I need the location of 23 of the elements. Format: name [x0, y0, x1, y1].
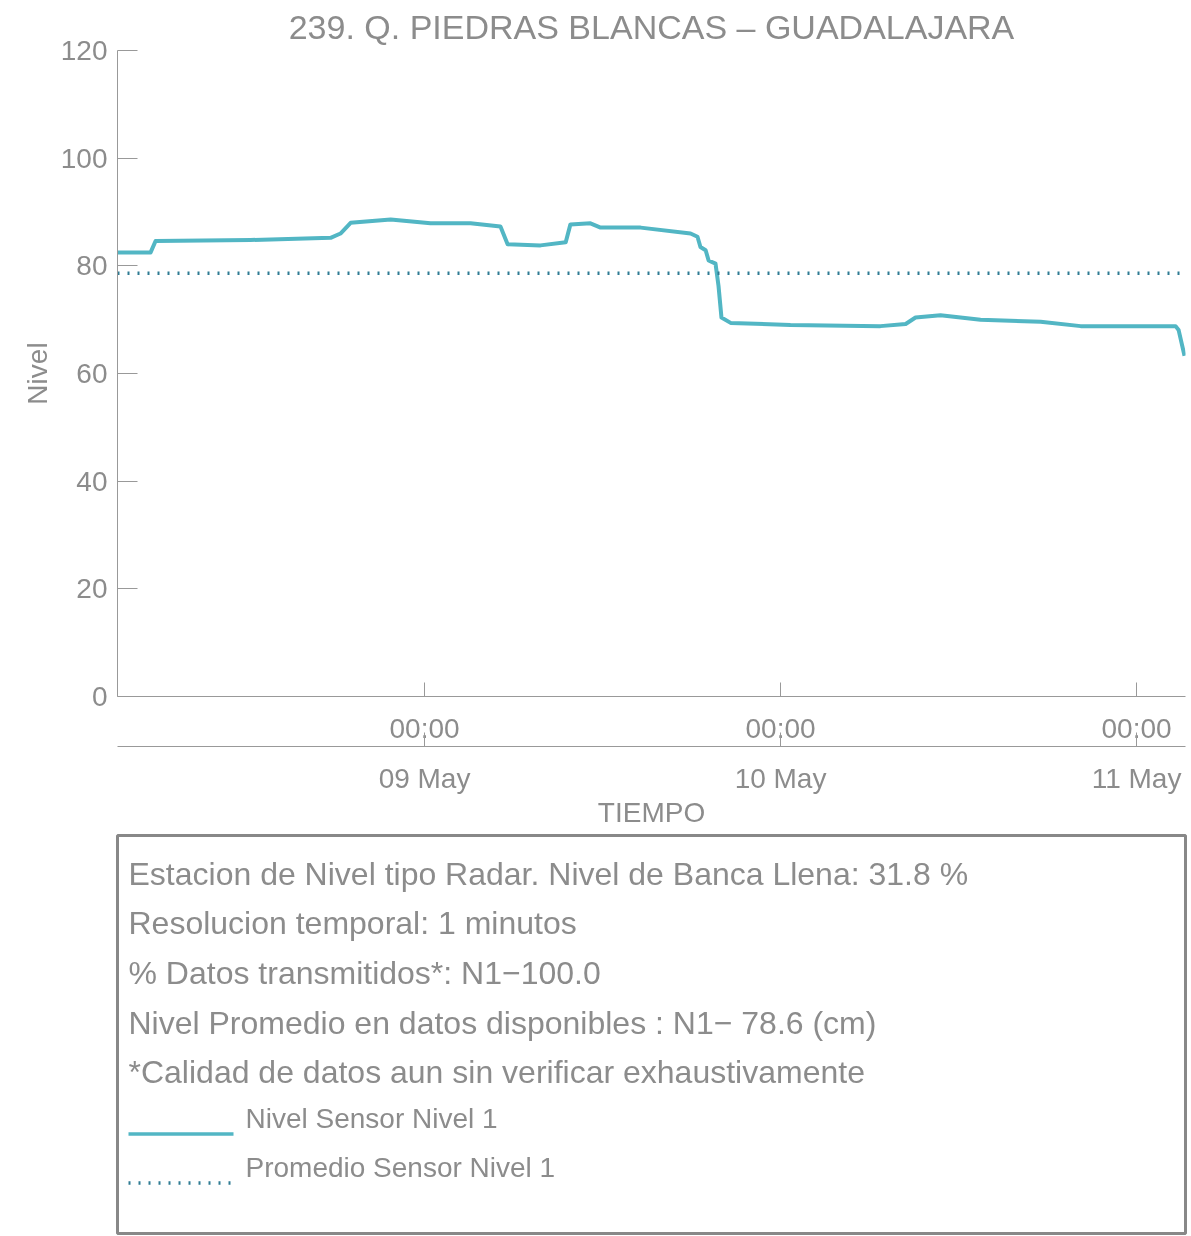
y-tick-label: 40 — [76, 465, 108, 497]
x2-tick-label: 10 May — [734, 762, 827, 794]
chart-title: 239. Q. PIEDRAS BLANCAS – GUADALAJARA — [288, 7, 1015, 46]
x2-tick-label: 11 May — [1091, 762, 1182, 794]
y-tick-label: 100 — [60, 142, 108, 174]
legend-label: Nivel Sensor Nivel 1 — [245, 1103, 498, 1134]
x-tick-label: 00:00 — [389, 712, 460, 744]
legend-label: Promedio Sensor Nivel 1 — [245, 1152, 556, 1183]
text: Nivel Promedio en datos disponibles : N1− 78.6 (cm) — [128, 1004, 877, 1041]
x-tick-label: 00:00 — [745, 712, 816, 744]
y-tick-label: 20 — [76, 573, 108, 605]
text: Resolucion temporal: 1 minutos — [128, 905, 577, 942]
x-axis-title: TIEMPO — [597, 796, 706, 828]
y-tick-label: 120 — [60, 35, 108, 66]
x-tick-label: 00:00 — [1101, 712, 1172, 744]
y-tick-label: 60 — [76, 358, 108, 389]
y-axis-title: Nivel — [21, 342, 53, 405]
y-tick-label: 0 — [91, 681, 108, 712]
x2-tick-label: 09 May — [378, 762, 471, 794]
y-tick-label: 80 — [76, 250, 108, 282]
text: Estacion de Nivel tipo Radar. Nivel de Banca Llena: 31.8 % — [128, 855, 969, 892]
text: *Calidad de datos aun sin verificar exhaustivamente — [128, 1054, 865, 1091]
text: % Datos transmitidos*: N1−100.0 — [128, 954, 601, 991]
